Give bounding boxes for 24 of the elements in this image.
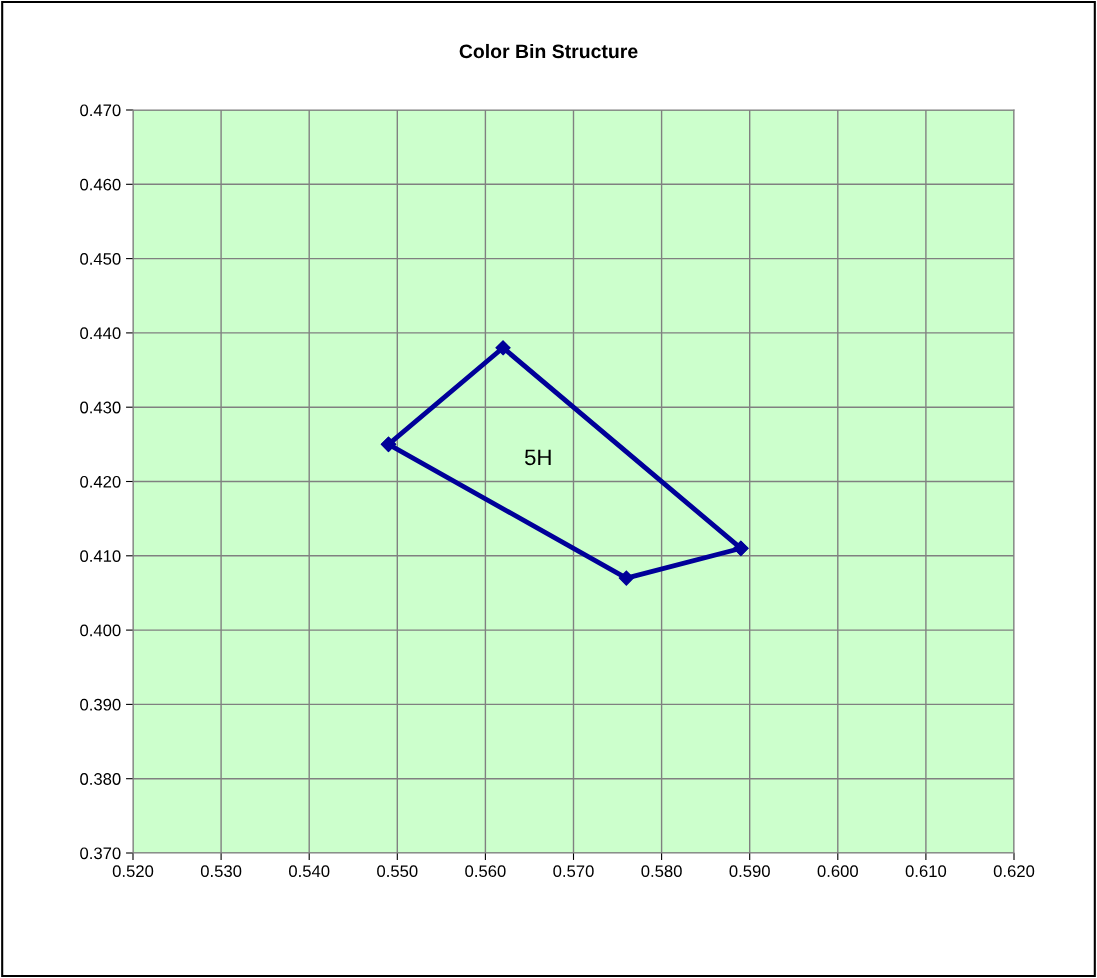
- y-tick-label: 0.440: [80, 327, 121, 340]
- x-tick-label: 0.570: [553, 865, 594, 878]
- x-tick-label: 0.580: [641, 865, 682, 878]
- annotation: 5H: [524, 449, 551, 466]
- y-tick-label: 0.470: [80, 104, 121, 117]
- x-tick-label: 0.520: [112, 865, 154, 878]
- x-tick-label: 0.560: [465, 865, 506, 878]
- x-tick-label: 0.620: [993, 865, 1035, 878]
- y-tick-label: 0.420: [80, 475, 121, 488]
- y-tick-label: 0.430: [80, 401, 121, 414]
- y-tick-label: 0.410: [80, 550, 121, 562]
- chart-title: Color Bin Structure: [459, 43, 638, 59]
- y-tick-label: 0.380: [80, 773, 121, 785]
- x-tick-label: 0.610: [905, 865, 947, 878]
- x-tick-label: 0.550: [377, 865, 418, 878]
- y-tick-label: 0.450: [80, 253, 121, 265]
- y-tick-label: 0.390: [80, 698, 121, 711]
- x-tick-label: 0.530: [200, 865, 242, 878]
- y-tick-label: 0.460: [80, 178, 121, 191]
- y-tick-label: 0.370: [80, 847, 121, 860]
- x-tick-label: 0.600: [817, 865, 858, 878]
- x-tick-label: 0.540: [289, 865, 330, 878]
- y-tick-label: 0.400: [80, 624, 121, 637]
- x-tick-label: 0.590: [729, 865, 770, 878]
